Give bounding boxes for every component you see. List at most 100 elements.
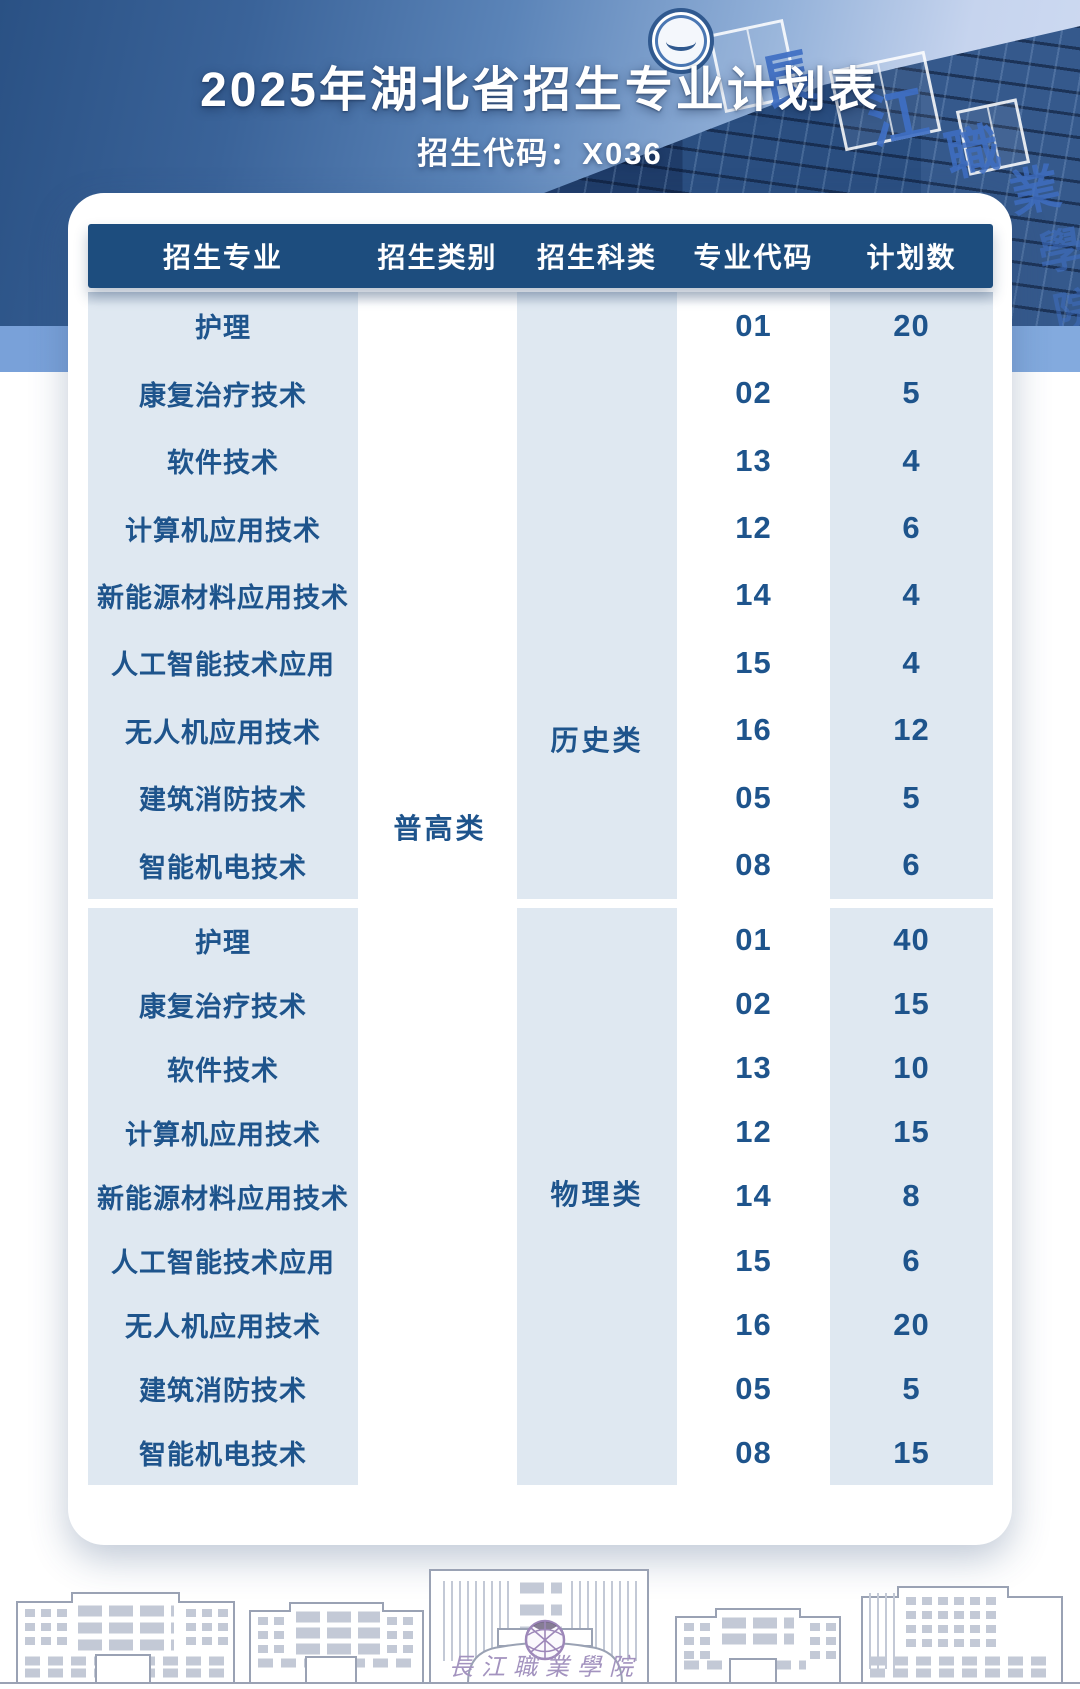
code-cell: 02	[735, 986, 772, 1022]
code-cell: 13	[735, 1050, 772, 1086]
column-header-subject: 招生科类	[536, 242, 657, 273]
subject-cell	[517, 764, 677, 832]
subject-cell	[517, 426, 677, 495]
plan-cell: 8	[830, 1164, 993, 1229]
plan-cell: 4	[830, 561, 993, 630]
subject-cell	[517, 696, 677, 765]
plan-cell: 15	[830, 1420, 993, 1485]
major-cell: 智能机电技术	[88, 1420, 358, 1485]
subject-cell	[517, 1292, 677, 1357]
enrollment-plan-table: 招生专业 招生类别 招生科类 专业代码 计划数 护理 01 20 康复治疗技术 …	[88, 224, 993, 1485]
plan-cell: 15	[830, 1100, 993, 1165]
code-cell: 14	[735, 1178, 772, 1214]
physics-section: 护理 01 40 康复治疗技术 02 15 软件技术 13 10 计算机应用技术…	[88, 908, 993, 1485]
subject-cell	[517, 561, 677, 630]
subject-cell	[517, 1228, 677, 1293]
category-cell	[358, 1357, 517, 1421]
subject-cell	[517, 1420, 677, 1485]
subject-cell	[517, 1100, 677, 1165]
major-cell: 护理	[88, 292, 358, 360]
category-cell	[358, 1421, 517, 1485]
code-cell: 13	[735, 442, 772, 478]
subject-cell	[517, 1356, 677, 1421]
gate-sign-text: 長江職業學院	[449, 1654, 641, 1681]
code-cell: 08	[735, 847, 772, 883]
category-cell	[358, 908, 517, 972]
major-cell: 软件技术	[88, 426, 358, 495]
code-cell: 05	[735, 1370, 772, 1406]
code-cell: 08	[735, 1434, 772, 1470]
page-subtitle: 招生代码：X036	[417, 136, 663, 171]
subject-cell	[517, 831, 677, 899]
category-cell	[358, 427, 517, 494]
table-header-row: 招生专业 招生类别 招生科类 专业代码 计划数	[88, 224, 993, 288]
category-cell	[358, 359, 517, 426]
code-cell: 05	[735, 779, 772, 815]
plan-cell: 5	[830, 1356, 993, 1421]
gate-emblem	[524, 1619, 566, 1661]
code-cell: 12	[735, 1114, 772, 1150]
major-cell: 无人机应用技术	[88, 696, 358, 765]
major-cell: 软件技术	[88, 1036, 358, 1101]
category-cell	[358, 629, 517, 696]
code-cell: 12	[735, 510, 772, 546]
code-cell: 14	[735, 577, 772, 613]
code-cell: 16	[735, 1306, 772, 1342]
plan-cell: 20	[830, 292, 993, 360]
column-header-code: 专业代码	[693, 242, 814, 273]
plan-cell: 6	[830, 1228, 993, 1293]
subject-cell	[517, 1036, 677, 1101]
category-cell	[358, 697, 517, 764]
column-header-major: 招生专业	[162, 242, 283, 273]
plan-cell: 20	[830, 1292, 993, 1357]
code-cell: 15	[735, 644, 772, 680]
category-cell	[358, 1036, 517, 1100]
plan-cell: 15	[830, 972, 993, 1037]
category-cell	[358, 972, 517, 1036]
major-cell: 建筑消防技术	[88, 1356, 358, 1421]
major-cell: 人工智能技术应用	[88, 1228, 358, 1293]
subject-cell	[517, 292, 677, 360]
category-cell	[358, 1100, 517, 1164]
subject-cell	[517, 629, 677, 697]
plan-cell: 5	[830, 764, 993, 832]
code-cell: 02	[735, 375, 772, 411]
major-cell: 康复治疗技术	[88, 359, 358, 427]
category-cell	[358, 1229, 517, 1293]
rooftop-sign-char: 學	[1033, 220, 1080, 282]
column-header-plan: 计划数	[866, 242, 957, 273]
table-body: 护理 01 20 康复治疗技术 02 5 软件技术 13 4 计算机应用技术 1…	[88, 292, 993, 1485]
plan-cell: 4	[830, 629, 993, 697]
category-cell	[358, 562, 517, 629]
code-cell: 15	[735, 1242, 772, 1278]
major-cell: 人工智能技术应用	[88, 629, 358, 697]
plan-cell: 10	[830, 1036, 993, 1101]
category-cell	[358, 1164, 517, 1228]
plan-cell: 40	[830, 908, 993, 973]
category-cell	[358, 1293, 517, 1357]
subject-merged-cell-history: 历史类	[550, 725, 644, 756]
code-cell: 01	[735, 922, 772, 958]
history-section: 护理 01 20 康复治疗技术 02 5 软件技术 13 4 计算机应用技术 1…	[88, 292, 993, 899]
plan-cell: 12	[830, 696, 993, 765]
page-title: 2025年湖北省招生专业计划表	[200, 64, 880, 117]
major-cell: 智能机电技术	[88, 831, 358, 899]
code-cell: 16	[735, 712, 772, 748]
major-cell: 新能源材料应用技术	[88, 561, 358, 630]
subject-cell	[517, 494, 677, 562]
major-cell: 护理	[88, 908, 358, 973]
campus-illustration: 長江職業學院	[0, 1569, 1080, 1684]
code-cell: 01	[735, 307, 772, 343]
major-cell: 计算机应用技术	[88, 1100, 358, 1165]
category-cell	[358, 494, 517, 561]
major-cell: 康复治疗技术	[88, 972, 358, 1037]
subject-cell	[517, 1164, 677, 1229]
school-logo-badge	[648, 8, 714, 74]
category-cell	[358, 292, 517, 359]
rooftop-sign-char: 院	[1049, 282, 1080, 326]
plan-cell: 4	[830, 426, 993, 495]
column-header-category: 招生类别	[377, 242, 498, 273]
plan-cell: 6	[830, 494, 993, 562]
major-cell: 无人机应用技术	[88, 1292, 358, 1357]
category-merged-cell: 普高类	[393, 813, 487, 844]
